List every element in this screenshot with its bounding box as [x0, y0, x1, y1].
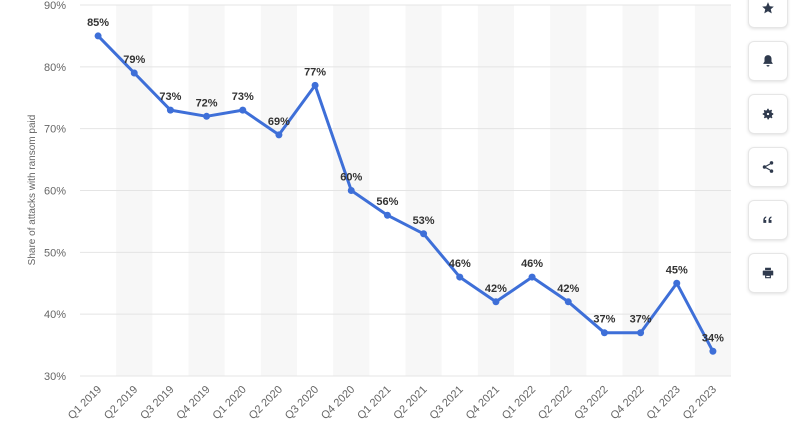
data-label: 42% — [557, 283, 579, 295]
data-label: 77% — [304, 66, 326, 78]
data-point — [456, 273, 464, 281]
x-tick-label: Q2 2023 — [681, 384, 719, 422]
data-point — [600, 329, 608, 337]
data-point — [383, 211, 391, 219]
data-label: 73% — [159, 91, 181, 103]
y-tick-label: 90% — [44, 0, 66, 12]
data-label: 73% — [232, 91, 254, 103]
y-tick-label: 30% — [44, 371, 66, 383]
chart-toolbar — [748, 0, 790, 306]
line-chart: 30% 40% 50% 60% 70% 80% 90% Share of attacks w… — [27, 0, 731, 422]
data-label: 53% — [413, 215, 435, 227]
data-point — [166, 106, 174, 114]
y-tick-label: 60% — [44, 186, 66, 198]
y-tick-label: 50% — [44, 247, 66, 259]
y-axis-ticks: 30% 40% 50% 60% 70% 80% 90% — [44, 0, 66, 383]
x-tick-label: Q1 2020 — [211, 384, 249, 422]
data-point — [94, 32, 102, 40]
share-icon — [762, 161, 774, 173]
data-point — [637, 329, 645, 337]
data-label: 46% — [449, 258, 471, 270]
x-tick-label: Q2 2019 — [102, 384, 140, 422]
y-tick-label: 40% — [44, 309, 66, 321]
x-tick-label: Q1 2023 — [645, 384, 683, 422]
favorite-button[interactable] — [748, 0, 788, 28]
x-tick-label: Q4 2021 — [464, 384, 502, 422]
bell-icon — [763, 55, 773, 67]
x-tick-label: Q1 2019 — [66, 384, 104, 422]
series-line — [96, 34, 715, 353]
x-tick-label: Q2 2021 — [391, 384, 429, 422]
data-label: 56% — [376, 196, 398, 208]
quote-icon — [763, 216, 772, 223]
star-icon — [762, 2, 774, 14]
print-button[interactable] — [748, 253, 788, 293]
gear-icon — [762, 108, 774, 120]
data-point — [673, 279, 681, 287]
share-button[interactable] — [748, 147, 788, 187]
x-tick-label: Q3 2021 — [428, 384, 466, 422]
data-point — [564, 298, 572, 306]
print-icon — [762, 267, 774, 279]
data-label: 34% — [702, 332, 724, 344]
x-tick-label: Q3 2020 — [283, 384, 321, 422]
y-tick-label: 80% — [44, 62, 66, 74]
x-tick-label: Q4 2020 — [319, 384, 357, 422]
data-label: 37% — [593, 314, 615, 326]
cite-button[interactable] — [748, 200, 788, 240]
x-tick-label: Q2 2020 — [247, 384, 285, 422]
x-tick-label: Q4 2022 — [608, 384, 646, 422]
y-tick-label: 70% — [44, 124, 66, 136]
data-point — [239, 106, 247, 114]
data-labels: 85% 79% 73% 72% 73% 69% 77% 60% 56% 53% 46% 42% 46% 4… — [87, 17, 724, 344]
settings-button[interactable] — [748, 94, 788, 134]
data-label: 42% — [485, 283, 507, 295]
data-point — [311, 81, 319, 89]
y-axis-title: Share of attacks with ransom paid — [27, 115, 38, 266]
x-tick-label: Q1 2022 — [500, 384, 538, 422]
data-point — [347, 187, 355, 194]
data-point — [528, 273, 536, 281]
x-tick-label: Q3 2022 — [572, 384, 610, 422]
data-points — [94, 32, 717, 355]
data-point — [130, 69, 138, 77]
x-tick-label: Q2 2022 — [536, 384, 574, 422]
x-tick-label: Q4 2019 — [174, 384, 212, 422]
data-label: 85% — [87, 17, 109, 29]
notification-button[interactable] — [748, 41, 788, 81]
data-point — [203, 112, 211, 120]
data-label: 37% — [630, 314, 652, 326]
gridlines — [80, 4, 731, 377]
data-point — [492, 298, 500, 306]
data-label: 60% — [340, 172, 362, 184]
data-point — [420, 230, 428, 238]
data-point — [709, 347, 717, 355]
data-label: 69% — [268, 116, 290, 128]
data-label: 45% — [666, 264, 688, 276]
data-label: 79% — [123, 54, 145, 66]
x-tick-label: Q1 2021 — [355, 384, 393, 422]
data-point — [275, 131, 283, 139]
data-label: 46% — [521, 258, 543, 270]
x-tick-label: Q3 2019 — [138, 384, 176, 422]
data-label: 72% — [196, 97, 218, 109]
